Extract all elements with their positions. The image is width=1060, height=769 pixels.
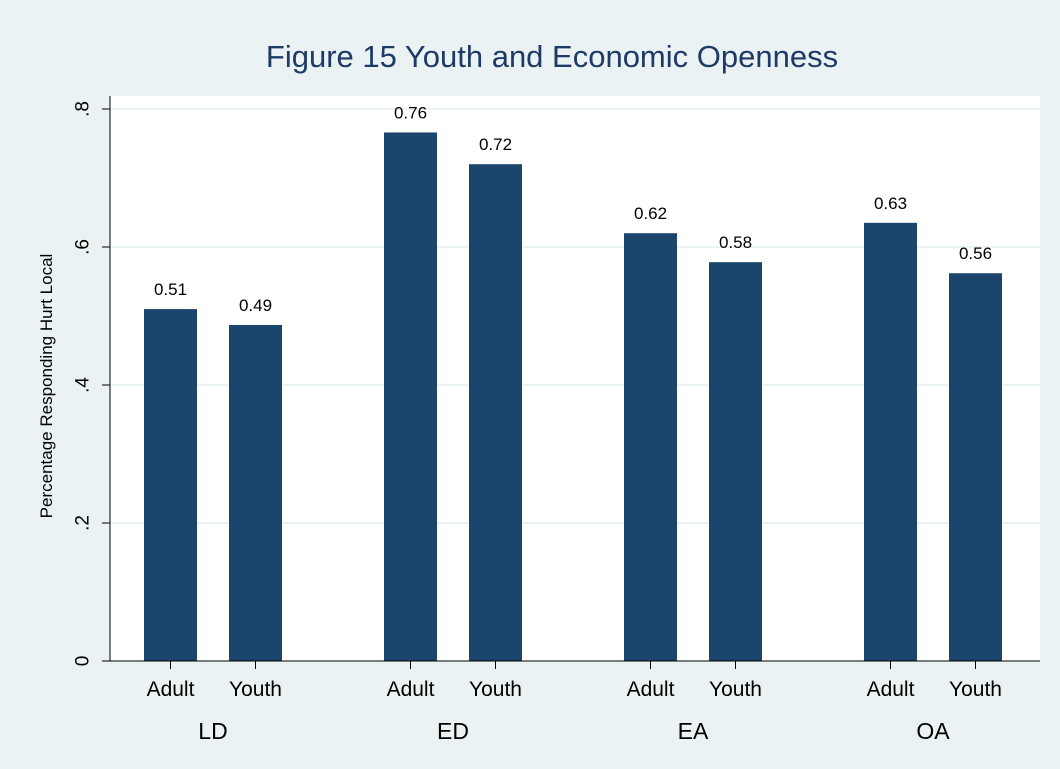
data-label: 0.63 <box>874 194 907 213</box>
chart-title: Figure 15 Youth and Economic Openness <box>266 39 838 74</box>
y-ticks: 0 .2 .4 .6 .8 <box>73 101 110 667</box>
category-label: Adult <box>627 678 675 701</box>
category-label: Youth <box>229 678 282 701</box>
y-tick-label: .2 <box>73 515 94 531</box>
category-label: Adult <box>867 678 915 701</box>
bar <box>864 222 917 661</box>
data-labels: 0.51 0.49 0.76 0.72 0.62 0.58 0.63 0.56 <box>154 103 992 315</box>
axes <box>109 96 1040 662</box>
bar <box>384 132 437 661</box>
data-label: 0.51 <box>154 280 187 299</box>
data-label: 0.76 <box>394 103 427 122</box>
bar <box>624 233 677 661</box>
category-label: Youth <box>949 678 1002 701</box>
group-labels: LD ED EA OA <box>198 718 950 744</box>
y-tick-label: .4 <box>73 377 94 393</box>
bar <box>229 324 282 661</box>
category-label: Youth <box>709 678 762 701</box>
y-tick-label: 0 <box>73 656 94 667</box>
data-label: 0.56 <box>959 244 992 263</box>
category-labels: Adult Youth Adult Youth Adult Youth Adult Youth <box>147 661 1002 701</box>
bar <box>709 262 762 661</box>
category-label: Adult <box>387 678 435 701</box>
bar <box>949 273 1002 661</box>
data-label: 0.58 <box>719 233 752 252</box>
category-label: Adult <box>147 678 195 701</box>
y-tick-label: .6 <box>73 239 94 255</box>
y-tick-label: .8 <box>73 101 94 117</box>
group-label: LD <box>198 718 227 744</box>
bars <box>144 132 1002 661</box>
category-label: Youth <box>469 678 522 701</box>
data-label: 0.49 <box>239 296 272 315</box>
group-label: ED <box>437 718 469 744</box>
data-label: 0.62 <box>634 204 667 223</box>
group-label: OA <box>916 718 950 744</box>
bar <box>144 309 197 661</box>
data-label: 0.72 <box>479 135 512 154</box>
bar <box>469 164 522 661</box>
group-label: EA <box>678 718 709 744</box>
y-axis-label: Percentage Responding Hurt Local <box>37 254 56 519</box>
